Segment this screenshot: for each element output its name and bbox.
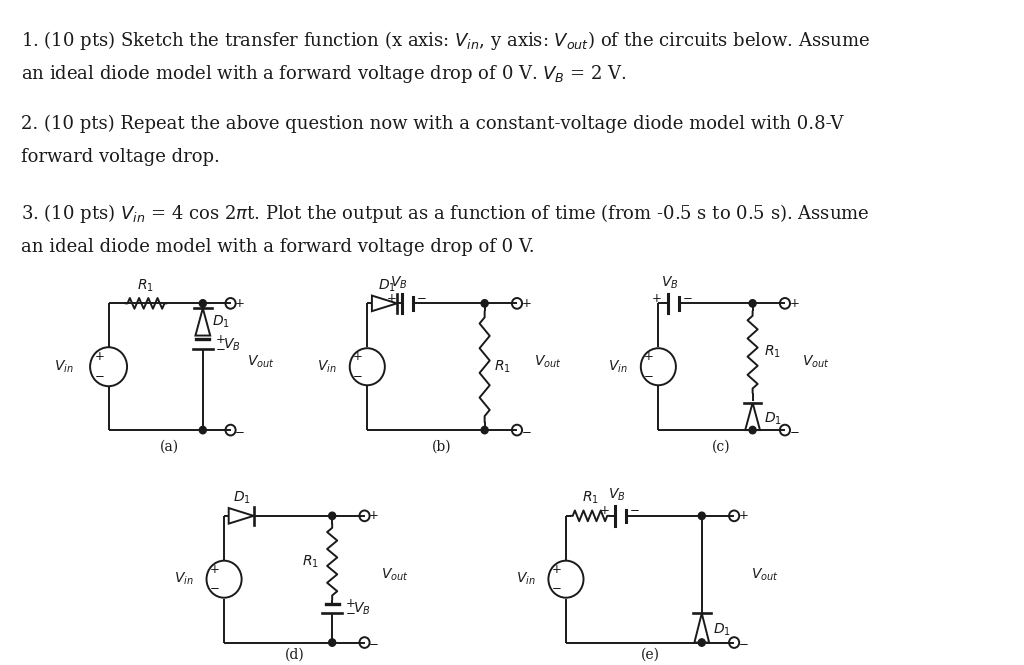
Text: $V_{in}$: $V_{in}$ [516, 571, 536, 587]
Circle shape [698, 512, 706, 519]
Circle shape [698, 639, 706, 646]
Text: +: + [216, 333, 225, 346]
Text: +: + [652, 292, 663, 305]
Text: −: − [353, 370, 362, 383]
Text: $R_1$: $R_1$ [302, 553, 319, 570]
Text: −: − [552, 583, 561, 595]
Text: −: − [738, 638, 749, 651]
Text: $V_B$: $V_B$ [608, 487, 626, 503]
Text: $V_B$: $V_B$ [223, 336, 241, 352]
Text: +: + [644, 350, 654, 364]
Text: +: + [521, 297, 531, 310]
Text: an ideal diode model with a forward voltage drop of 0 V. $V_B$ = 2 V.: an ideal diode model with a forward volt… [20, 63, 627, 85]
Text: +: + [210, 563, 220, 576]
Circle shape [481, 300, 488, 307]
Text: +: + [599, 505, 609, 517]
Text: +: + [369, 509, 379, 522]
Text: (d): (d) [285, 647, 304, 661]
Text: (b): (b) [432, 440, 452, 454]
Circle shape [200, 426, 206, 434]
Text: $D_1$: $D_1$ [212, 314, 230, 330]
Text: $R_1$: $R_1$ [582, 489, 598, 506]
Circle shape [200, 300, 206, 307]
Text: $V_{in}$: $V_{in}$ [174, 571, 194, 587]
Text: $V_{in}$: $V_{in}$ [317, 358, 337, 375]
Text: −: − [417, 292, 427, 305]
Text: −: − [216, 342, 225, 356]
Text: −: − [682, 292, 692, 305]
Text: $V_{in}$: $V_{in}$ [608, 358, 628, 375]
Text: $D_1$: $D_1$ [233, 489, 251, 506]
Text: forward voltage drop.: forward voltage drop. [20, 148, 220, 166]
Text: −: − [369, 638, 379, 651]
Text: $R_1$: $R_1$ [764, 344, 780, 360]
Text: $V_{out}$: $V_{out}$ [751, 566, 778, 583]
Text: +: + [94, 350, 104, 364]
Text: $V_{out}$: $V_{out}$ [534, 354, 561, 370]
Text: $V_B$: $V_B$ [352, 600, 370, 616]
Text: $V_{in}$: $V_{in}$ [54, 358, 74, 375]
Text: +: + [790, 297, 800, 310]
Text: an ideal diode model with a forward voltage drop of 0 V.: an ideal diode model with a forward volt… [20, 237, 535, 256]
Text: −: − [210, 583, 220, 595]
Text: (a): (a) [160, 440, 179, 454]
Text: +: + [387, 292, 397, 305]
Text: +: + [346, 597, 356, 610]
Text: $V_{out}$: $V_{out}$ [247, 354, 274, 370]
Text: −: − [346, 606, 356, 620]
Text: +: + [552, 563, 561, 576]
Text: $R_1$: $R_1$ [494, 358, 511, 375]
Text: $V_B$: $V_B$ [390, 274, 408, 291]
Text: −: − [94, 370, 104, 383]
Text: $V_{out}$: $V_{out}$ [381, 566, 409, 583]
Text: −: − [236, 426, 245, 438]
Circle shape [481, 426, 488, 434]
Text: $V_B$: $V_B$ [660, 274, 678, 291]
Circle shape [329, 639, 336, 646]
Text: 1. (10 pts) Sketch the transfer function (x axis: $V_{in}$, y axis: $V_{out}$) o: 1. (10 pts) Sketch the transfer function… [20, 29, 870, 52]
Text: $D_1$: $D_1$ [713, 621, 731, 638]
Text: −: − [630, 505, 640, 517]
Text: −: − [644, 370, 654, 383]
Text: $V_{out}$: $V_{out}$ [802, 354, 829, 370]
Text: −: − [790, 426, 800, 438]
Text: (c): (c) [713, 440, 731, 454]
Text: −: − [521, 426, 531, 438]
Text: +: + [353, 350, 362, 364]
Text: +: + [236, 297, 245, 310]
Circle shape [329, 512, 336, 519]
Text: 3. (10 pts) $V_{in}$ = 4 cos 2$\pi$t. Plot the output as a function of time (fro: 3. (10 pts) $V_{in}$ = 4 cos 2$\pi$t. Pl… [20, 201, 869, 225]
Text: $D_1$: $D_1$ [764, 411, 781, 428]
Text: $D_1$: $D_1$ [379, 277, 396, 294]
Text: 2. (10 pts) Repeat the above question now with a constant-voltage diode model wi: 2. (10 pts) Repeat the above question no… [20, 114, 843, 133]
Text: $R_1$: $R_1$ [137, 277, 154, 294]
Circle shape [750, 300, 756, 307]
Text: +: + [738, 509, 749, 522]
Text: (e): (e) [641, 647, 659, 661]
Circle shape [750, 426, 756, 434]
